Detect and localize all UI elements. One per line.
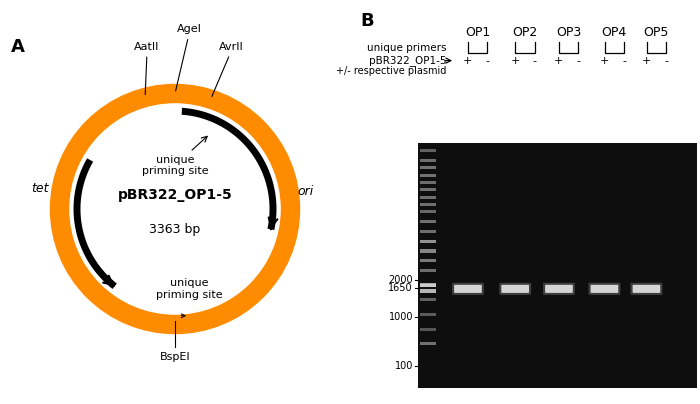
Bar [420,220,435,223]
Text: -: - [533,56,537,65]
FancyBboxPatch shape [543,283,575,295]
Text: B: B [360,12,374,30]
Bar [420,230,435,233]
Text: -: - [664,56,668,65]
Text: unique
priming site: unique priming site [141,136,209,177]
Text: 1650: 1650 [389,283,413,292]
Bar [420,298,435,301]
Bar [420,259,435,262]
Text: +: + [600,56,609,65]
Bar [420,149,435,152]
Bar [420,159,435,162]
Bar [420,283,435,287]
Text: 100: 100 [395,361,413,370]
Bar [420,210,435,213]
FancyBboxPatch shape [631,283,662,295]
FancyBboxPatch shape [633,285,660,293]
Bar [420,196,435,199]
Text: pBR322_OP1-5: pBR322_OP1-5 [118,188,232,202]
Bar [420,203,435,206]
Text: AvrII: AvrII [212,42,244,97]
Text: OP3: OP3 [556,26,582,39]
Text: -: - [577,56,580,65]
FancyBboxPatch shape [589,283,620,295]
FancyBboxPatch shape [501,285,529,293]
Bar [420,342,435,345]
Bar [420,166,435,170]
Bar [420,284,435,287]
FancyBboxPatch shape [545,285,573,293]
Bar [420,328,435,331]
Text: pBR322_OP1-5: pBR322_OP1-5 [369,55,447,66]
Bar [420,240,435,243]
Text: ori: ori [298,185,314,198]
Text: -: - [622,56,626,65]
FancyBboxPatch shape [499,283,531,295]
Text: -: - [486,56,489,65]
Bar [420,249,435,252]
Text: 3363 bp: 3363 bp [149,223,201,236]
Bar [420,269,435,272]
Text: 1000: 1000 [389,312,413,322]
Bar [420,181,435,184]
Text: OP1: OP1 [465,26,491,39]
Text: +: + [510,56,520,65]
Text: 2000: 2000 [389,275,413,285]
Text: A: A [10,38,25,55]
FancyBboxPatch shape [454,285,482,293]
Text: +/- respective plasmid: +/- respective plasmid [336,66,447,76]
Bar [419,143,696,388]
Text: OP2: OP2 [512,26,538,39]
Text: OP5: OP5 [643,26,669,39]
FancyBboxPatch shape [591,285,618,293]
Bar [420,188,435,191]
Bar [420,174,435,177]
Text: AgeI: AgeI [176,24,202,91]
Text: AatII: AatII [134,42,160,95]
Text: unique primers: unique primers [367,44,447,53]
Text: tet: tet [32,181,49,194]
Text: BspEI: BspEI [160,353,190,362]
FancyBboxPatch shape [452,283,484,295]
Text: unique
priming site: unique priming site [155,278,223,300]
Text: +: + [642,56,651,65]
Text: OP4: OP4 [601,26,627,39]
Text: +: + [554,56,564,65]
Bar [420,289,435,293]
Text: +: + [463,56,473,65]
Bar [420,313,435,316]
